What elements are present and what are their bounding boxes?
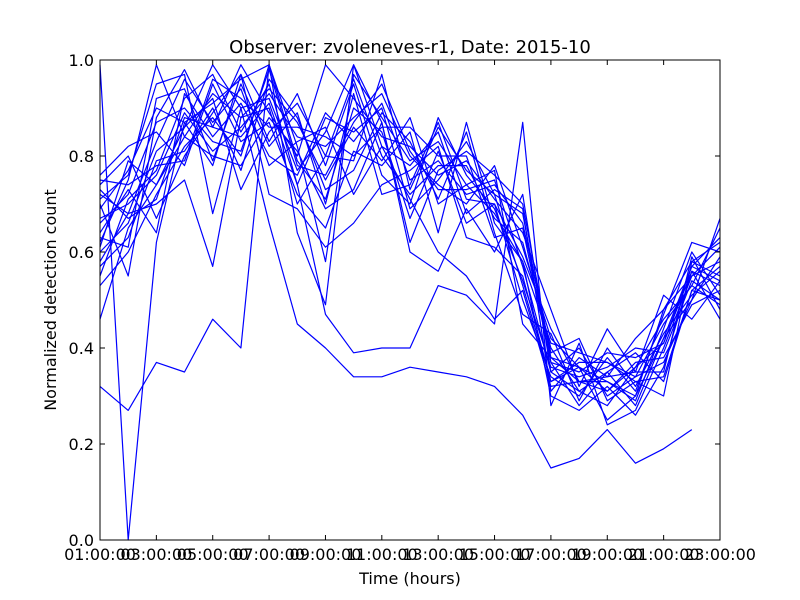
x-axis: 01:00:0003:00:0005:00:0007:00:0009:00:00… [64,60,756,564]
y-tick-label: 0.6 [69,243,94,262]
x-tick-label: 01:00:00 [64,545,136,564]
series-line-19 [99,69,721,397]
y-axis: 0.0 0.2 0.4 0.6 0.8 1.0 [69,51,720,550]
x-tick-label: 23:00:00 [684,545,756,564]
series-line-5 [99,64,721,421]
x-tick-label: 09:00:00 [290,545,362,564]
chart-title: Observer: zvoleneves-r1, Date: 2015-10 [229,37,591,58]
series-layer [99,64,721,541]
series-line-22 [99,102,721,383]
x-tick-label: 19:00:00 [571,545,643,564]
series-line-21 [99,83,721,397]
x-tick-label: 03:00:00 [120,545,192,564]
series-line-16 [99,78,721,402]
y-tick-label: 0.0 [69,531,94,550]
x-tick-label: 13:00:00 [402,545,474,564]
x-tick-label: 07:00:00 [233,545,305,564]
x-axis-title: Time (hours) [358,569,461,588]
plot-frame [99,59,721,541]
y-tick-label: 0.2 [69,435,94,454]
x-tick-label: 21:00:00 [628,545,700,564]
series-line-4 [99,73,721,426]
x-tick-label: 15:00:00 [459,545,531,564]
x-tick-label: 17:00:00 [515,545,587,564]
series-line-6 [99,64,721,407]
series-line-8 [99,88,721,378]
x-tick-label: 05:00:00 [177,545,249,564]
series-line-13 [99,83,721,416]
y-tick-label: 1.0 [69,51,94,70]
series-line-2 [99,64,721,411]
plot-area [100,60,720,540]
y-axis-title: Normalized detection count [41,189,60,411]
series-line-20 [99,78,721,373]
y-tick-label: 0.8 [69,147,94,166]
x-tick-label: 11:00:00 [346,545,418,564]
series-line-3 [99,64,693,469]
y-tick-label: 0.4 [69,339,94,358]
